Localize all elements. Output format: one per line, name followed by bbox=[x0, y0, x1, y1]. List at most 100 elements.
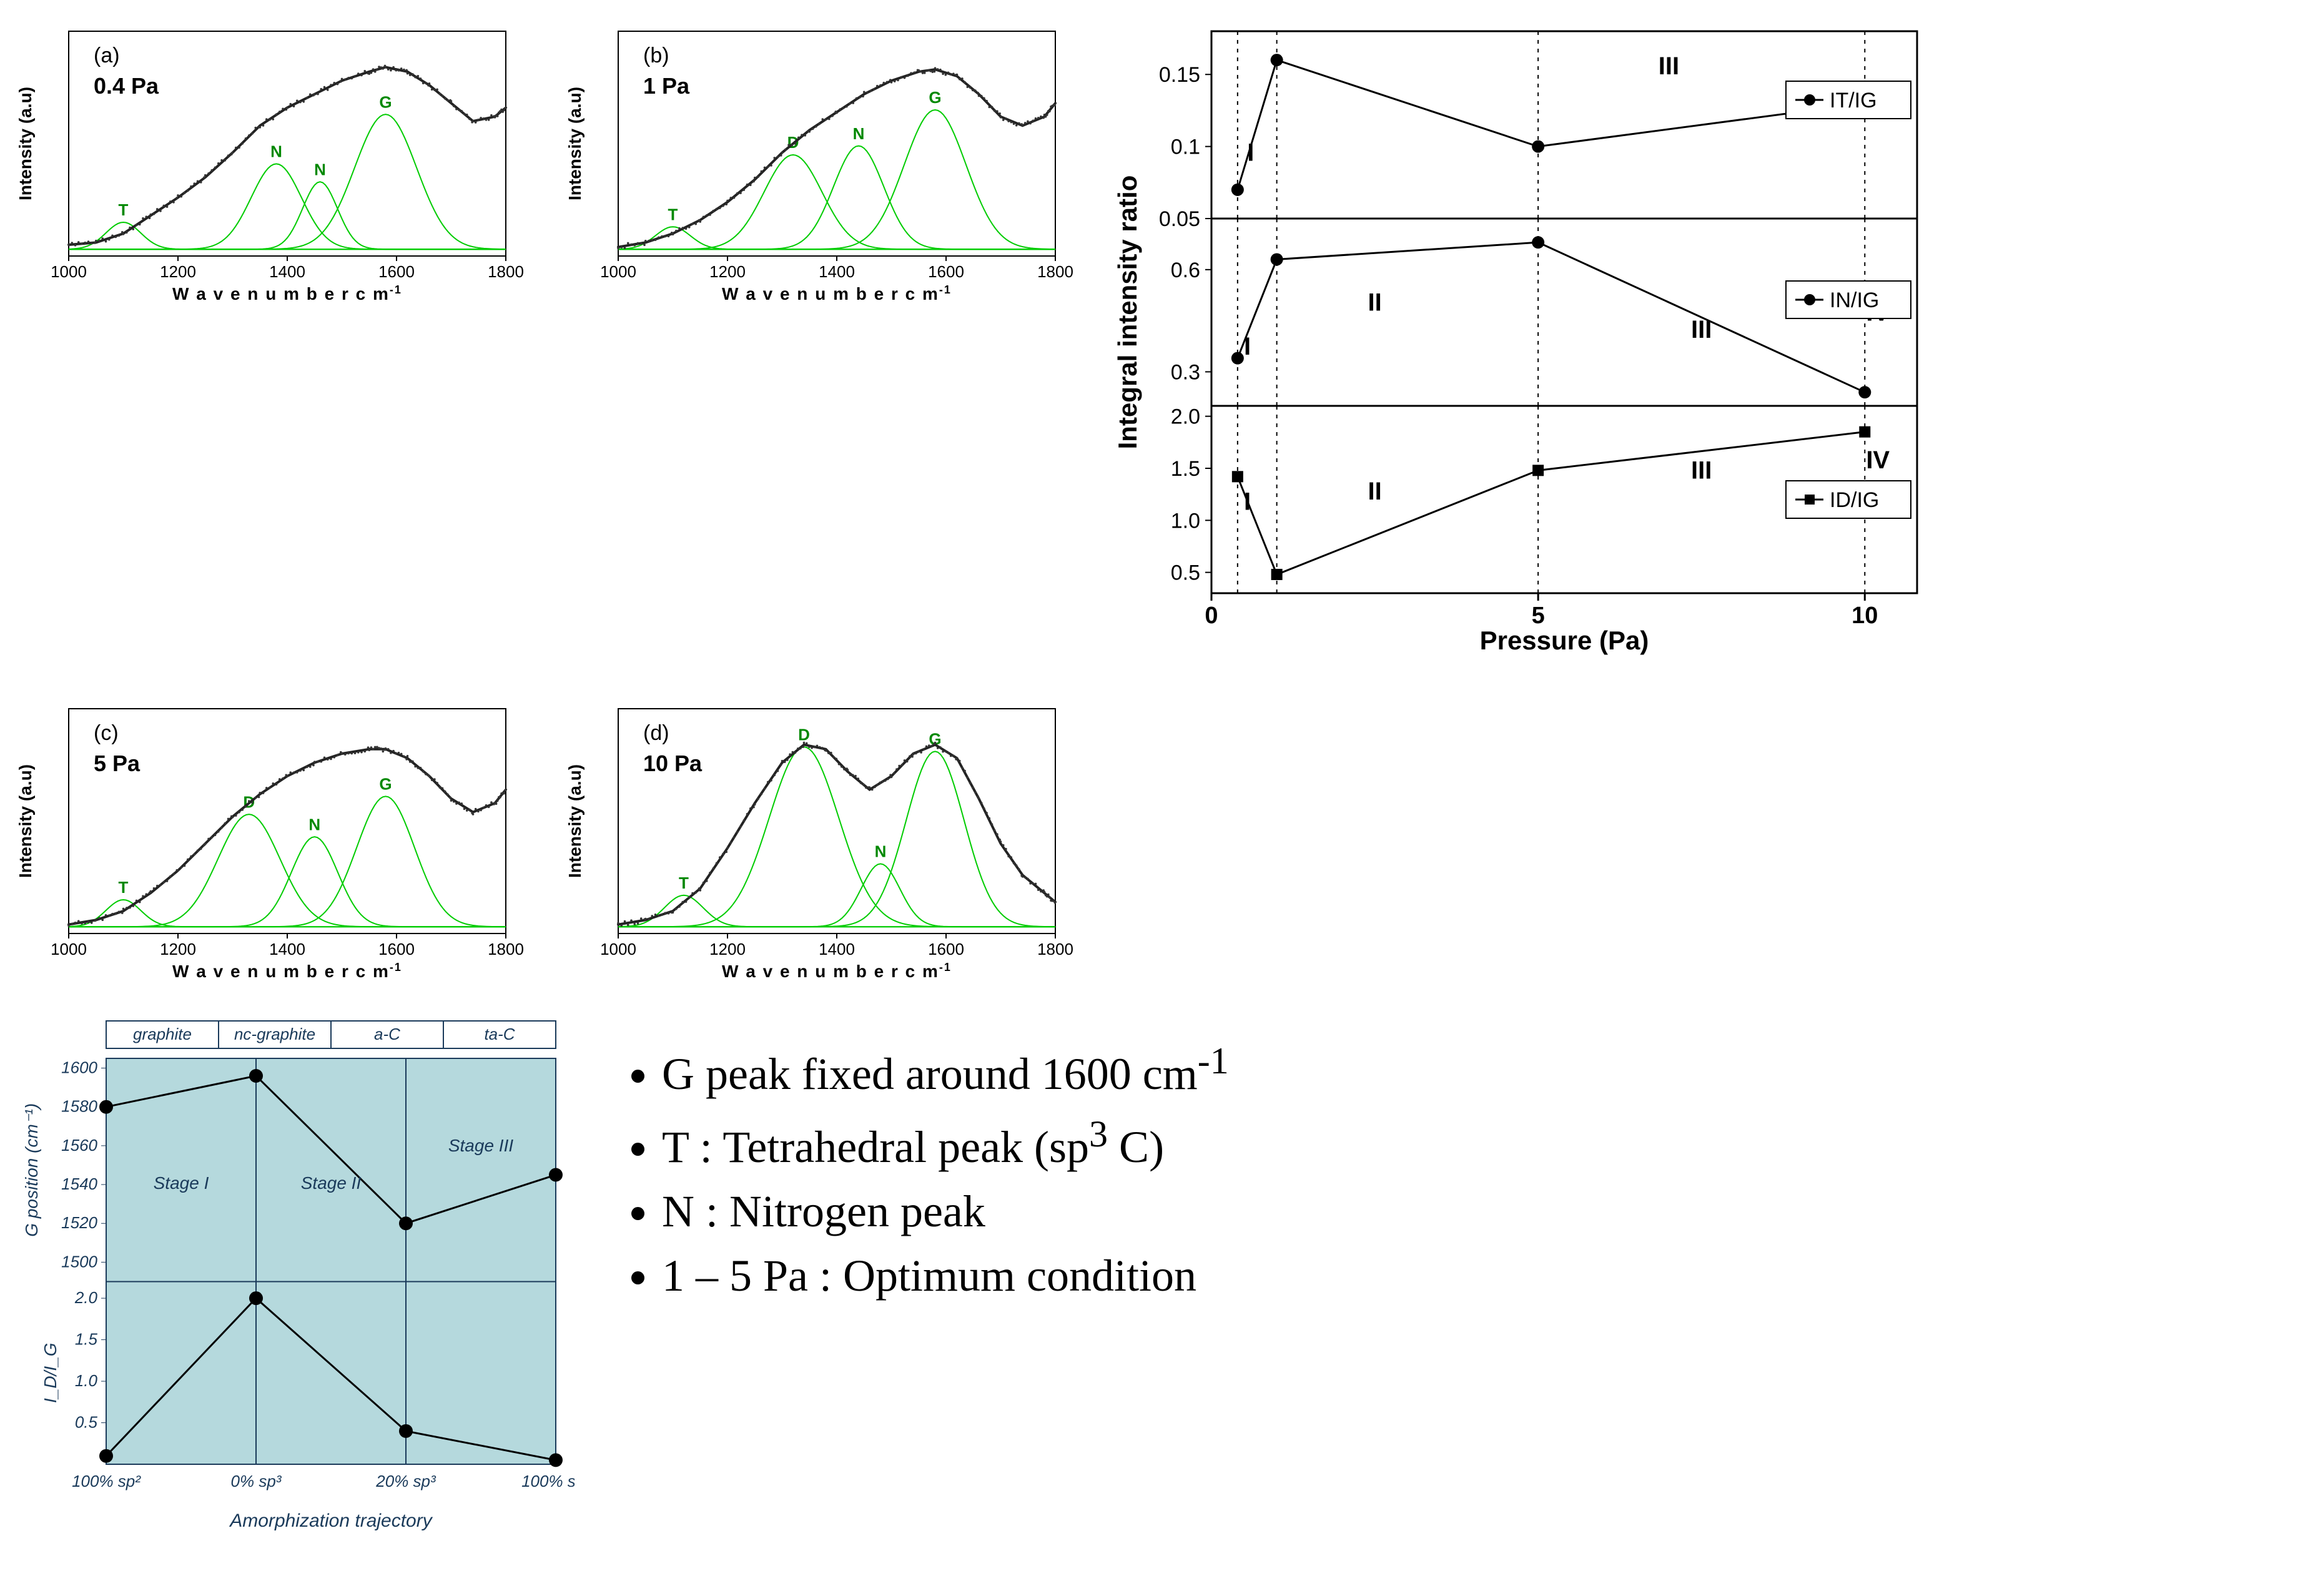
svg-text:N: N bbox=[308, 815, 320, 834]
svg-text:IT/IG: IT/IG bbox=[1830, 89, 1877, 112]
svg-text:2.0: 2.0 bbox=[1171, 405, 1200, 429]
svg-text:Intensity (a.u): Intensity (a.u) bbox=[16, 87, 35, 200]
svg-text:1600: 1600 bbox=[378, 262, 415, 281]
svg-text:Intensity (a.u): Intensity (a.u) bbox=[565, 764, 584, 878]
svg-text:1200: 1200 bbox=[709, 262, 746, 281]
svg-text:0.4 Pa: 0.4 Pa bbox=[94, 73, 159, 99]
svg-text:Stage II: Stage II bbox=[301, 1173, 362, 1193]
svg-text:Stage I: Stage I bbox=[154, 1173, 209, 1193]
svg-text:IN/IG: IN/IG bbox=[1830, 288, 1879, 312]
svg-text:III: III bbox=[1691, 457, 1712, 485]
svg-text:1000: 1000 bbox=[51, 940, 87, 958]
svg-text:1200: 1200 bbox=[160, 940, 196, 958]
svg-text:5: 5 bbox=[1532, 603, 1545, 629]
svg-text:100% sp³: 100% sp³ bbox=[521, 1472, 574, 1490]
svg-text:T: T bbox=[668, 205, 678, 224]
svg-text:1000: 1000 bbox=[600, 940, 636, 958]
svg-text:nc-graphite: nc-graphite bbox=[234, 1025, 315, 1043]
svg-text:1.5: 1.5 bbox=[75, 1330, 98, 1349]
svg-text:1520: 1520 bbox=[61, 1213, 97, 1232]
svg-text:1600: 1600 bbox=[928, 262, 964, 281]
svg-text:1800: 1800 bbox=[1037, 262, 1073, 281]
svg-text:1600: 1600 bbox=[928, 940, 964, 958]
bullet-item: 1 – 5 Pa : Optimum condition bbox=[662, 1250, 2286, 1302]
spectrum-d: 10001200140016001800TDNG(d)10 PaIntensit… bbox=[562, 690, 1074, 990]
svg-text:W a v e n u m b e r c m-1: W a v e n u m b e r c m-1 bbox=[722, 283, 952, 303]
svg-text:2.0: 2.0 bbox=[74, 1288, 98, 1307]
svg-text:N: N bbox=[314, 160, 326, 179]
spectrum-a: 10001200140016001800TNNG(a)0.4 PaIntensi… bbox=[12, 12, 525, 671]
svg-text:W a v e n u m b e r c m-1: W a v e n u m b e r c m-1 bbox=[172, 961, 402, 981]
svg-text:G position (cm⁻¹): G position (cm⁻¹) bbox=[22, 1103, 41, 1237]
bullet-item: G peak fixed around 1600 cm-1 bbox=[662, 1040, 2286, 1100]
svg-text:Integral intensity ratio: Integral intensity ratio bbox=[1113, 175, 1142, 450]
svg-text:G: G bbox=[379, 775, 392, 794]
svg-text:1600: 1600 bbox=[61, 1058, 97, 1077]
svg-text:20% sp³: 20% sp³ bbox=[375, 1472, 436, 1490]
bullet-item: T : Tetrahedral peak (sp3 C) bbox=[662, 1113, 2286, 1173]
svg-text:0.5: 0.5 bbox=[75, 1413, 98, 1432]
svg-text:0.05: 0.05 bbox=[1159, 207, 1200, 231]
svg-text:1580: 1580 bbox=[61, 1097, 97, 1116]
svg-text:I: I bbox=[1244, 488, 1251, 516]
svg-text:1800: 1800 bbox=[488, 262, 524, 281]
svg-text:IV: IV bbox=[1866, 446, 1890, 474]
svg-text:1200: 1200 bbox=[709, 940, 746, 958]
svg-text:N: N bbox=[875, 842, 887, 861]
svg-text:0.6: 0.6 bbox=[1171, 259, 1200, 282]
svg-text:II: II bbox=[1368, 288, 1381, 316]
svg-text:1000: 1000 bbox=[600, 262, 636, 281]
svg-text:W a v e n u m b e r c m-1: W a v e n u m b e r c m-1 bbox=[172, 283, 402, 303]
svg-text:N: N bbox=[270, 142, 282, 161]
svg-text:0% sp³: 0% sp³ bbox=[231, 1472, 282, 1490]
svg-text:(b): (b) bbox=[643, 44, 669, 67]
svg-text:T: T bbox=[119, 200, 129, 219]
svg-text:1200: 1200 bbox=[160, 262, 196, 281]
svg-text:a-C: a-C bbox=[374, 1025, 400, 1043]
svg-text:T: T bbox=[119, 878, 129, 897]
figure-root: 1000 1200 1400 1600 1800 T N N G (a) 0.4 Pa Intensi… bbox=[12, 12, 2286, 1549]
svg-text:III: III bbox=[1691, 316, 1712, 343]
svg-text:1.0: 1.0 bbox=[75, 1371, 98, 1390]
svg-text:ID/IG: ID/IG bbox=[1830, 488, 1879, 512]
svg-text:ta-C: ta-C bbox=[484, 1025, 515, 1043]
svg-text:0.3: 0.3 bbox=[1171, 360, 1200, 384]
svg-text:D: D bbox=[798, 725, 810, 744]
svg-text:W a v e n u m b e r c m-1: W a v e n u m b e r c m-1 bbox=[722, 961, 952, 981]
svg-text:100% sp²: 100% sp² bbox=[72, 1472, 141, 1490]
spectrum-c: 10001200140016001800TDNG(c)5 PaIntensity… bbox=[12, 690, 525, 990]
ratio-chart: Integral intensity ratio0.050.10.15IIIII… bbox=[1112, 12, 2286, 671]
svg-text:1.5: 1.5 bbox=[1171, 457, 1200, 481]
svg-text:0.5: 0.5 bbox=[1171, 561, 1200, 585]
svg-text:1500: 1500 bbox=[61, 1252, 97, 1271]
svg-text:1400: 1400 bbox=[269, 940, 305, 958]
trajectory-chart: graphite nc-graphite a-C ta-C 1500 1520 1540 15… bbox=[12, 1015, 574, 1549]
svg-text:1400: 1400 bbox=[819, 262, 855, 281]
svg-text:III: III bbox=[1659, 52, 1679, 80]
svg-text:Intensity (a.u): Intensity (a.u) bbox=[16, 764, 35, 878]
bullet-list: G peak fixed around 1600 cm-1 T : Tetrahe… bbox=[612, 1040, 2286, 1314]
svg-text:(a): (a) bbox=[94, 44, 120, 67]
svg-text:graphite: graphite bbox=[133, 1025, 192, 1043]
svg-text:1800: 1800 bbox=[1037, 940, 1073, 958]
svg-text:1540: 1540 bbox=[61, 1175, 97, 1193]
svg-text:10 Pa: 10 Pa bbox=[643, 751, 703, 776]
bullet-item: N : Nitrogen peak bbox=[662, 1186, 2286, 1238]
svg-text:N: N bbox=[853, 124, 865, 143]
svg-text:0.15: 0.15 bbox=[1159, 63, 1200, 87]
svg-text:(c): (c) bbox=[94, 721, 119, 745]
svg-text:1 Pa: 1 Pa bbox=[643, 73, 690, 99]
svg-text:1400: 1400 bbox=[819, 940, 855, 958]
svg-text:1560: 1560 bbox=[61, 1136, 97, 1155]
svg-text:I: I bbox=[1244, 333, 1251, 360]
svg-text:Amorphization trajectory: Amorphization trajectory bbox=[229, 1510, 433, 1531]
svg-text:1000: 1000 bbox=[51, 262, 87, 281]
svg-text:G: G bbox=[929, 88, 941, 107]
svg-text:5 Pa: 5 Pa bbox=[94, 751, 141, 776]
svg-text:(d): (d) bbox=[643, 721, 669, 745]
svg-text:T: T bbox=[679, 874, 689, 892]
svg-text:1800: 1800 bbox=[488, 940, 524, 958]
svg-text:I_D/I_G: I_D/I_G bbox=[41, 1343, 60, 1403]
svg-text:Pressure (Pa): Pressure (Pa) bbox=[1480, 626, 1649, 655]
svg-text:0.1: 0.1 bbox=[1171, 135, 1200, 159]
